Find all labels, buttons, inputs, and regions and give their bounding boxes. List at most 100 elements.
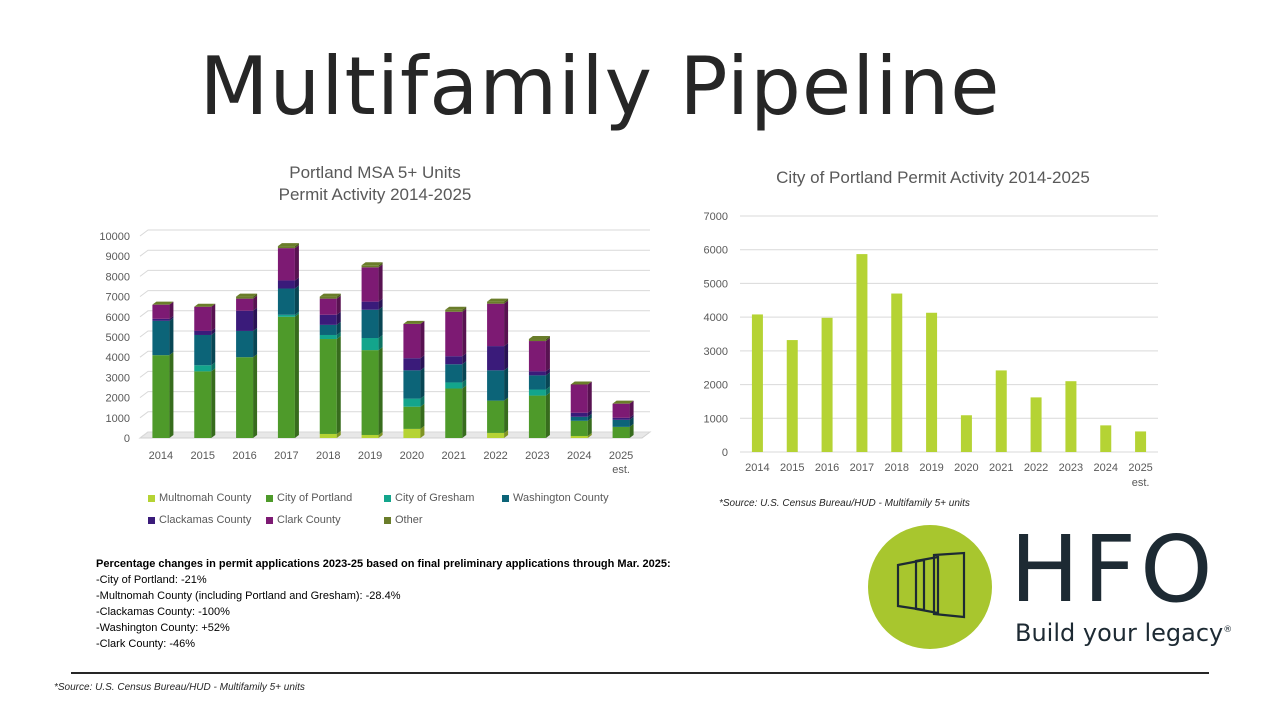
msa-bar-segment bbox=[236, 310, 254, 331]
portland-x-tick-label: 2016 bbox=[815, 462, 839, 474]
msa-bar-segment bbox=[487, 301, 505, 304]
msa-bar-top bbox=[277, 243, 299, 247]
msa-bar-side bbox=[462, 385, 467, 438]
msa-bar-segment bbox=[570, 416, 588, 421]
msa-bar-segment bbox=[361, 350, 379, 435]
legend-label: Clark County bbox=[277, 514, 341, 526]
msa-y-tick-label: 9000 bbox=[106, 251, 130, 263]
msa-bar-segment bbox=[277, 316, 295, 438]
msa-bar-segment bbox=[319, 339, 337, 434]
msa-bar-side bbox=[169, 352, 174, 438]
portland-bar bbox=[786, 340, 798, 452]
notes-line: -City of Portland: -21% bbox=[96, 574, 207, 586]
msa-bar-segment bbox=[403, 370, 421, 399]
msa-bar-segment bbox=[445, 364, 463, 383]
percentage-notes: Percentage changes in permit application… bbox=[96, 556, 671, 652]
msa-bar-segment bbox=[445, 382, 463, 389]
msa-bar-segment bbox=[361, 434, 379, 438]
msa-y-tick-label: 5000 bbox=[106, 332, 130, 344]
msa-bar-segment bbox=[528, 375, 546, 390]
portland-y-tick-label: 6000 bbox=[704, 245, 728, 257]
portland-bar-chart: 0 1000 2000 3000 4000 5000 6000 7000 2014 2015 201… bbox=[704, 211, 1158, 489]
msa-bar-segment bbox=[612, 426, 630, 438]
portland-y-tick-label: 4000 bbox=[704, 312, 728, 324]
portland-y-tick-label: 5000 bbox=[704, 278, 728, 290]
msa-bar-side bbox=[504, 397, 509, 433]
msa-bar-side bbox=[336, 321, 341, 335]
legend-swatch bbox=[266, 516, 273, 524]
msa-bar-side bbox=[336, 295, 341, 315]
portland-x-tick-label: 2022 bbox=[1024, 462, 1048, 474]
msa-bar-side bbox=[378, 264, 383, 302]
msa-bar-segment bbox=[445, 356, 463, 365]
msa-bar-segment bbox=[570, 420, 588, 436]
msa-bar-side bbox=[629, 423, 634, 438]
msa-bar-top bbox=[361, 262, 383, 266]
msa-bar-side bbox=[378, 298, 383, 310]
msa-bar-segment bbox=[277, 314, 295, 317]
msa-bar-side bbox=[504, 429, 509, 438]
msa-chart-title-line1: Portland MSA 5+ Units bbox=[289, 163, 461, 182]
legend-swatch bbox=[384, 516, 391, 524]
msa-chart-legend: Multnomah County City of Portland City of … bbox=[148, 492, 628, 526]
msa-bar-side bbox=[420, 355, 425, 371]
msa-bar-side bbox=[378, 431, 383, 438]
msa-bar-side bbox=[211, 327, 216, 335]
msa-bar-top bbox=[570, 381, 592, 385]
portland-bar bbox=[926, 312, 938, 452]
hfo-logo-text: HFO bbox=[1010, 516, 1217, 623]
msa-bar-segment bbox=[277, 246, 295, 249]
notes-line: -Washington County: +52% bbox=[96, 622, 230, 634]
msa-bar-side bbox=[253, 307, 258, 331]
msa-x-tick-label: 2017 bbox=[274, 450, 298, 462]
portland-bar bbox=[856, 254, 868, 452]
msa-bar-side bbox=[587, 409, 592, 417]
msa-bar-segment bbox=[194, 330, 212, 335]
legend-item: Multnomah County bbox=[148, 492, 266, 504]
portland-bar bbox=[1065, 381, 1077, 452]
msa-gridline bbox=[139, 431, 650, 439]
msa-bar-side bbox=[420, 395, 425, 407]
portland-bar bbox=[1030, 397, 1042, 452]
msa-bar-segment bbox=[570, 384, 588, 413]
portland-bar bbox=[751, 314, 763, 452]
portland-x-tick-label: 2025 bbox=[1128, 462, 1152, 474]
legend-item: City of Gresham bbox=[384, 492, 502, 504]
msa-gridline bbox=[139, 229, 650, 237]
legend-label: Other bbox=[395, 514, 423, 526]
notes-heading: Percentage changes in permit application… bbox=[96, 558, 671, 570]
msa-gridline bbox=[139, 249, 650, 257]
msa-gridline bbox=[139, 391, 650, 399]
msa-bar-side bbox=[504, 343, 509, 371]
msa-bar-segment bbox=[361, 267, 379, 302]
portland-bar bbox=[960, 415, 972, 452]
msa-bar-segment bbox=[528, 371, 546, 376]
msa-bar-segment bbox=[277, 288, 295, 315]
msa-bar-segment bbox=[319, 334, 337, 340]
msa-bar-top bbox=[194, 303, 216, 307]
msa-bar-segment bbox=[612, 419, 630, 427]
msa-bar-side bbox=[169, 315, 174, 321]
portland-y-tick-label: 2000 bbox=[704, 380, 728, 392]
msa-bar-side bbox=[378, 335, 383, 351]
msa-y-tick-label: 0 bbox=[124, 433, 130, 445]
msa-bar-segment bbox=[236, 330, 254, 358]
msa-bar-segment bbox=[236, 357, 254, 438]
legend-item: Washington County bbox=[502, 492, 620, 504]
portland-bar bbox=[1100, 425, 1112, 452]
msa-bar-segment bbox=[528, 339, 546, 342]
msa-bar-segment bbox=[319, 324, 337, 335]
msa-bar-segment bbox=[445, 388, 463, 438]
portland-x-tick-label: 2019 bbox=[919, 462, 943, 474]
msa-bar-side bbox=[169, 317, 174, 356]
portland-y-tick-label: 1000 bbox=[704, 413, 728, 425]
msa-x-tick-label: 2019 bbox=[358, 450, 382, 462]
msa-bar-segment bbox=[277, 248, 295, 281]
msa-bar-side bbox=[420, 367, 425, 399]
msa-bar-segment bbox=[403, 406, 421, 429]
msa-x-tick-label: 2023 bbox=[525, 450, 549, 462]
msa-bar-segment bbox=[487, 400, 505, 433]
msa-bar-side bbox=[294, 277, 299, 289]
msa-y-tick-label: 8000 bbox=[106, 271, 130, 283]
portland-y-tick-label: 3000 bbox=[704, 346, 728, 358]
